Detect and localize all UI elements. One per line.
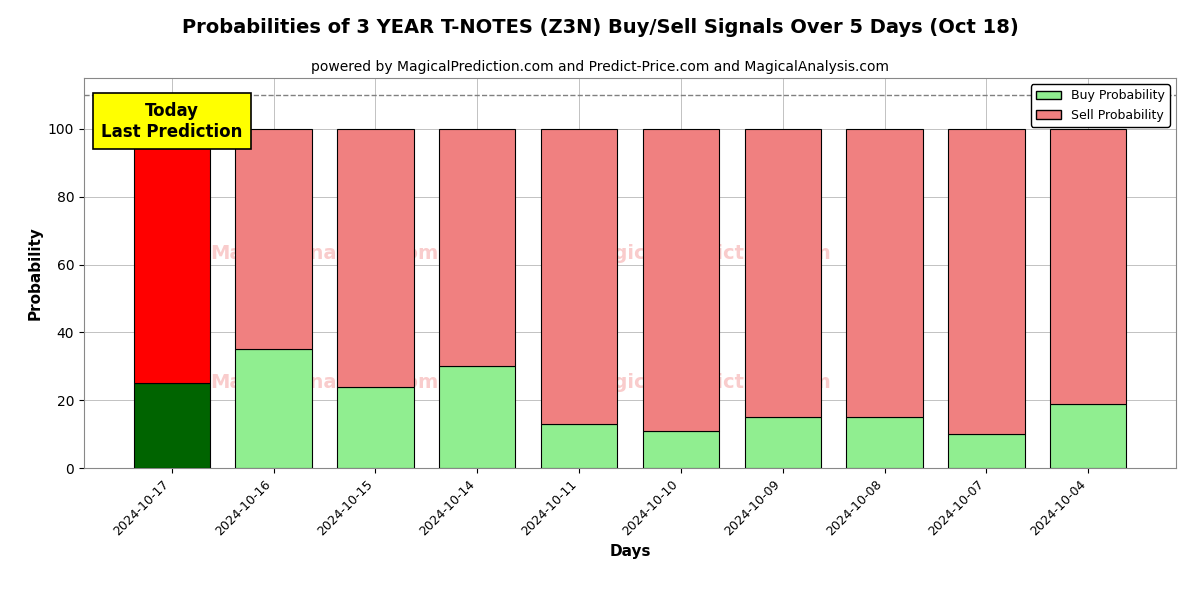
Bar [541, 129, 617, 424]
Bar [439, 129, 516, 366]
Bar [235, 349, 312, 468]
Bar [337, 129, 414, 386]
X-axis label: Days: Days [610, 544, 650, 559]
Text: MagicalAnalysis.com: MagicalAnalysis.com [210, 373, 438, 392]
Legend: Buy Probability, Sell Probability: Buy Probability, Sell Probability [1031, 84, 1170, 127]
Bar [948, 434, 1025, 468]
Bar [643, 431, 719, 468]
Bar [643, 129, 719, 431]
Bar [846, 417, 923, 468]
Bar [1050, 129, 1127, 404]
Bar [744, 417, 821, 468]
Bar [1050, 404, 1127, 468]
Y-axis label: Probability: Probability [28, 226, 42, 320]
Bar [133, 129, 210, 383]
Bar [337, 386, 414, 468]
Bar [235, 129, 312, 349]
Text: MagicalPrediction.com: MagicalPrediction.com [582, 373, 832, 392]
Text: powered by MagicalPrediction.com and Predict-Price.com and MagicalAnalysis.com: powered by MagicalPrediction.com and Pre… [311, 60, 889, 74]
Text: MagicalAnalysis.com: MagicalAnalysis.com [210, 244, 438, 263]
Bar [439, 366, 516, 468]
Bar [744, 129, 821, 417]
Text: Today
Last Prediction: Today Last Prediction [101, 102, 242, 140]
Text: MagicalPrediction.com: MagicalPrediction.com [582, 244, 832, 263]
Text: Probabilities of 3 YEAR T-NOTES (Z3N) Buy/Sell Signals Over 5 Days (Oct 18): Probabilities of 3 YEAR T-NOTES (Z3N) Bu… [181, 18, 1019, 37]
Bar [541, 424, 617, 468]
Bar [133, 383, 210, 468]
Bar [948, 129, 1025, 434]
Bar [846, 129, 923, 417]
